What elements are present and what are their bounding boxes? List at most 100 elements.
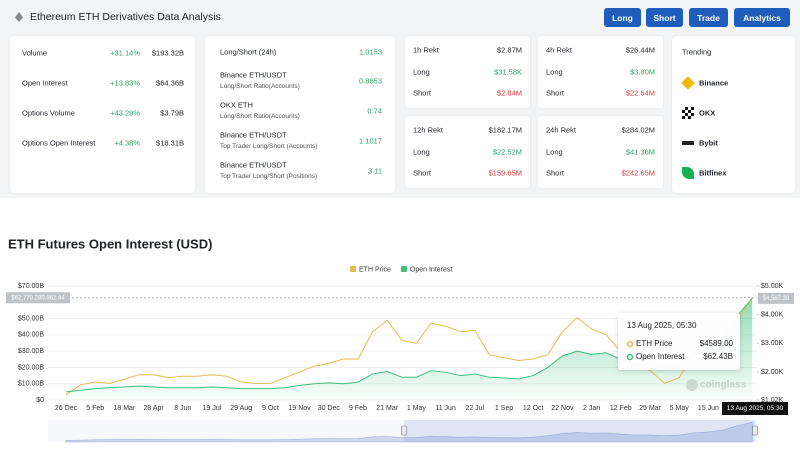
- rekt-short: $2.84M: [496, 88, 522, 98]
- ratio-value: 0.8653: [359, 76, 382, 86]
- rekt-long: $41.36M: [625, 147, 655, 157]
- chart-title: ETH Futures Open Interest (USD): [8, 236, 212, 251]
- x-tick-label: 2 Jan: [583, 405, 600, 412]
- ratio-sub: Long/Short Ratio(Accounts): [220, 82, 300, 90]
- x-tick-label: 19 Jul: [203, 405, 222, 412]
- stat-value: $18.31B: [156, 138, 184, 148]
- header-button[interactable]: Analytics: [734, 8, 790, 27]
- stat-label: Options Volume: [22, 108, 75, 118]
- stats-card: Volume +31.14% $193.32B Open Interest +13.83…: [10, 36, 195, 193]
- rekt-total: $284.02M: [621, 125, 655, 135]
- crosshair-x-bg: [722, 402, 788, 415]
- x-tick-label: 12 Oct: [523, 405, 544, 412]
- navigator-selection: [404, 420, 755, 442]
- stat-change: +31.14%: [110, 48, 140, 58]
- ratio-label: Binance ETH/USDT: [220, 70, 287, 80]
- legend-label: Open Interest: [410, 266, 452, 273]
- header-button[interactable]: Short: [646, 8, 683, 27]
- x-tick-label: 12 Feb: [610, 405, 632, 412]
- x-tick-label: 28 Apr: [143, 405, 164, 412]
- rekt-short-label: Short: [413, 168, 431, 178]
- x-tick-label: 15 Jun: [698, 405, 719, 412]
- x-tick-label: 8 Jun: [174, 405, 191, 412]
- y-tick-label: $30.00B: [18, 348, 44, 355]
- rekt-short-label: Short: [546, 168, 564, 178]
- y2-tick-label: $1.02K: [761, 397, 784, 404]
- ratio-value: 0.74: [367, 106, 382, 116]
- tooltip-value: $4589.00: [700, 339, 734, 348]
- legend-swatch: [350, 266, 356, 272]
- rekt-long: $22.52M: [492, 147, 522, 157]
- rekt-period: 4h Rekt: [546, 45, 572, 55]
- rekt-short: $22.64M: [625, 88, 655, 98]
- rekt-period: 1h Rekt: [413, 45, 439, 55]
- x-tick-label: 25 Mar: [639, 405, 661, 412]
- x-tick-label: 26 Dec: [55, 405, 78, 412]
- stat-label: Options Open Interest: [22, 138, 96, 148]
- stat-value: $64.36B: [156, 78, 184, 88]
- exchange-icon: [682, 141, 694, 145]
- tooltip: 13 Aug 2025, 05:30 ETH Price $4589.00 Open …: [618, 313, 740, 370]
- trending-item[interactable]: Bybit: [699, 138, 718, 148]
- crosshair-label-bg: [6, 292, 70, 304]
- rekt-short: $242.65M: [621, 168, 655, 178]
- rekt-period: 12h Rekt: [413, 125, 444, 135]
- crosshair-y2-label: $4,567.38: [763, 296, 790, 302]
- ratio-label: Binance ETH/USDT: [220, 160, 287, 170]
- tooltip-value: $62.43B: [703, 352, 733, 361]
- series-area: [66, 298, 753, 400]
- x-tick-label: 30 Dec: [318, 405, 341, 412]
- x-tick-label: 1 May: [407, 405, 427, 412]
- y2-tick-label: $2.00K: [761, 369, 784, 376]
- x-tick-label: 22 Jul: [465, 405, 484, 412]
- trending-item[interactable]: Bitfinex: [699, 168, 727, 178]
- rekt-total: $26.44M: [625, 45, 655, 55]
- trending-item[interactable]: OKX: [699, 108, 716, 118]
- x-tick-label: 29 Aug: [230, 405, 252, 412]
- crosshair-y-label: $62,770,280,862.44: [11, 295, 65, 301]
- rekt-long-label: Long: [413, 67, 430, 77]
- rekt-card: 1h Rekt $2.87M Long $31.58K Short $2.84M: [405, 36, 530, 108]
- trending-item[interactable]: Binance: [699, 78, 729, 88]
- x-tick-label: 9 Feb: [349, 405, 367, 412]
- stat-change: +13.83%: [110, 78, 140, 88]
- legend-swatch: [400, 266, 407, 272]
- rekt-total: $182.17M: [488, 125, 522, 135]
- x-tick-label: 1 Sep: [495, 405, 513, 412]
- ratio-label: OKX ETH: [220, 100, 253, 110]
- y2-tick-label: $4.00K: [761, 311, 784, 318]
- exchange-icon: [682, 167, 694, 179]
- rekt-long-label: Long: [546, 67, 563, 77]
- y-tick-label: $0: [36, 397, 44, 404]
- y2-tick-label: $3.00K: [761, 340, 784, 347]
- ratio-sub: Long/Short Ratio(Accounts): [220, 112, 300, 120]
- eth-logo: [15, 12, 23, 22]
- ratio-value: 1.1017: [359, 136, 382, 146]
- exchange-icon: [681, 76, 695, 90]
- navigator-handle[interactable]: [401, 425, 407, 436]
- navigator-area: [65, 422, 753, 443]
- rekt-card: 12h Rekt $182.17M Long $22.52M Short $159.65M: [405, 116, 530, 188]
- rekt-short-label: Short: [546, 88, 564, 98]
- rekt-long: $31.58K: [494, 67, 522, 77]
- stat-value: $3.79B: [160, 108, 184, 118]
- tooltip-dot: [626, 340, 634, 348]
- rekt-period: 24h Rekt: [546, 125, 577, 135]
- x-tick-label: 18 Mar: [114, 405, 136, 412]
- header-button[interactable]: Long: [604, 8, 641, 27]
- stat-change: +43.29%: [110, 108, 140, 118]
- rekt-card: 24h Rekt $284.02M Long $41.36M Short $242.65M: [538, 116, 663, 188]
- ratio-label: Long/Short (24h): [220, 47, 277, 57]
- x-tick-label: 11 Jun: [435, 405, 456, 412]
- navigator-handle[interactable]: [752, 425, 758, 436]
- tooltip-name: Open Interest: [636, 352, 685, 361]
- rekt-long-label: Long: [413, 147, 430, 157]
- y-tick-label: $20.00B: [18, 364, 44, 371]
- header-button[interactable]: Trade: [689, 8, 728, 27]
- tooltip-box: [618, 313, 740, 370]
- y2-tick-label: $5.00K: [761, 283, 784, 290]
- stat-label: Open Interest: [22, 78, 68, 88]
- trending-title: Trending: [682, 47, 712, 57]
- rekt-long: $3.80M: [629, 67, 655, 77]
- stat-label: Volume: [22, 48, 48, 58]
